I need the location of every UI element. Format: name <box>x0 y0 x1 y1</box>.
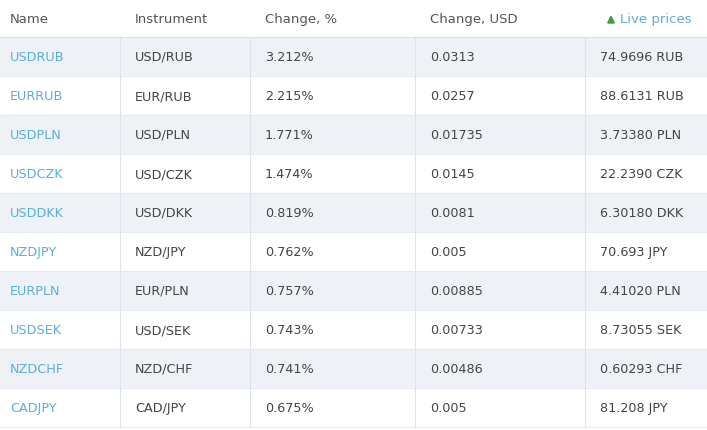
Text: EUR/RUB: EUR/RUB <box>135 90 192 103</box>
Bar <box>0 349 707 388</box>
Text: NZDCHF: NZDCHF <box>10 362 64 375</box>
Text: 0.0257: 0.0257 <box>430 90 474 103</box>
Bar <box>0 388 707 427</box>
Text: 70.693 JPY: 70.693 JPY <box>600 246 667 258</box>
Text: 0.00733: 0.00733 <box>430 323 483 336</box>
Text: NZD/JPY: NZD/JPY <box>135 246 187 258</box>
Text: 0.675%: 0.675% <box>265 401 314 414</box>
Text: Change, %: Change, % <box>265 12 337 25</box>
Text: USD/RUB: USD/RUB <box>135 51 194 64</box>
Bar <box>0 271 707 310</box>
Text: Instrument: Instrument <box>135 12 209 25</box>
Text: EUR/PLN: EUR/PLN <box>135 284 189 297</box>
Text: 0.743%: 0.743% <box>265 323 314 336</box>
Text: 0.757%: 0.757% <box>265 284 314 297</box>
Text: USD/CZK: USD/CZK <box>135 168 193 181</box>
Text: NZD/CHF: NZD/CHF <box>135 362 194 375</box>
Text: Live prices: Live prices <box>620 12 691 25</box>
Text: 81.208 JPY: 81.208 JPY <box>600 401 667 414</box>
Text: EURRUB: EURRUB <box>10 90 63 103</box>
Text: 8.73055 SEK: 8.73055 SEK <box>600 323 682 336</box>
Text: Name: Name <box>10 12 49 25</box>
Text: 0.741%: 0.741% <box>265 362 314 375</box>
Bar <box>0 77 707 116</box>
Text: 74.9696 RUB: 74.9696 RUB <box>600 51 683 64</box>
Bar <box>0 233 707 271</box>
Text: CADJPY: CADJPY <box>10 401 57 414</box>
Text: 0.762%: 0.762% <box>265 246 314 258</box>
Bar <box>0 116 707 155</box>
Text: USD/PLN: USD/PLN <box>135 129 191 141</box>
Bar <box>0 310 707 349</box>
Bar <box>0 155 707 194</box>
Text: 0.005: 0.005 <box>430 246 467 258</box>
Text: 22.2390 CZK: 22.2390 CZK <box>600 168 682 181</box>
Text: 2.215%: 2.215% <box>265 90 314 103</box>
Text: USDCZK: USDCZK <box>10 168 64 181</box>
Text: 0.0081: 0.0081 <box>430 206 474 219</box>
Text: 3.73380 PLN: 3.73380 PLN <box>600 129 681 141</box>
Text: EURPLN: EURPLN <box>10 284 61 297</box>
Text: 4.41020 PLN: 4.41020 PLN <box>600 284 681 297</box>
Text: Change, USD: Change, USD <box>430 12 518 25</box>
Text: USD/DKK: USD/DKK <box>135 206 193 219</box>
Text: 88.6131 RUB: 88.6131 RUB <box>600 90 684 103</box>
Text: 6.30180 DKK: 6.30180 DKK <box>600 206 683 219</box>
Text: CAD/JPY: CAD/JPY <box>135 401 186 414</box>
Text: USDSEK: USDSEK <box>10 323 62 336</box>
Bar <box>0 38 707 77</box>
Text: 0.0145: 0.0145 <box>430 168 474 181</box>
Text: 0.0313: 0.0313 <box>430 51 474 64</box>
Text: 3.212%: 3.212% <box>265 51 314 64</box>
Text: USDDKK: USDDKK <box>10 206 64 219</box>
Text: 0.01735: 0.01735 <box>430 129 483 141</box>
Text: USD/SEK: USD/SEK <box>135 323 192 336</box>
Text: 1.771%: 1.771% <box>265 129 314 141</box>
Text: USDRUB: USDRUB <box>10 51 64 64</box>
Text: 0.60293 CHF: 0.60293 CHF <box>600 362 682 375</box>
Text: 0.819%: 0.819% <box>265 206 314 219</box>
Text: 1.474%: 1.474% <box>265 168 314 181</box>
Bar <box>0 0 707 38</box>
Text: USDPLN: USDPLN <box>10 129 62 141</box>
Text: NZDJPY: NZDJPY <box>10 246 57 258</box>
Text: 0.00885: 0.00885 <box>430 284 483 297</box>
Text: 0.005: 0.005 <box>430 401 467 414</box>
Bar <box>0 194 707 233</box>
Text: 0.00486: 0.00486 <box>430 362 483 375</box>
